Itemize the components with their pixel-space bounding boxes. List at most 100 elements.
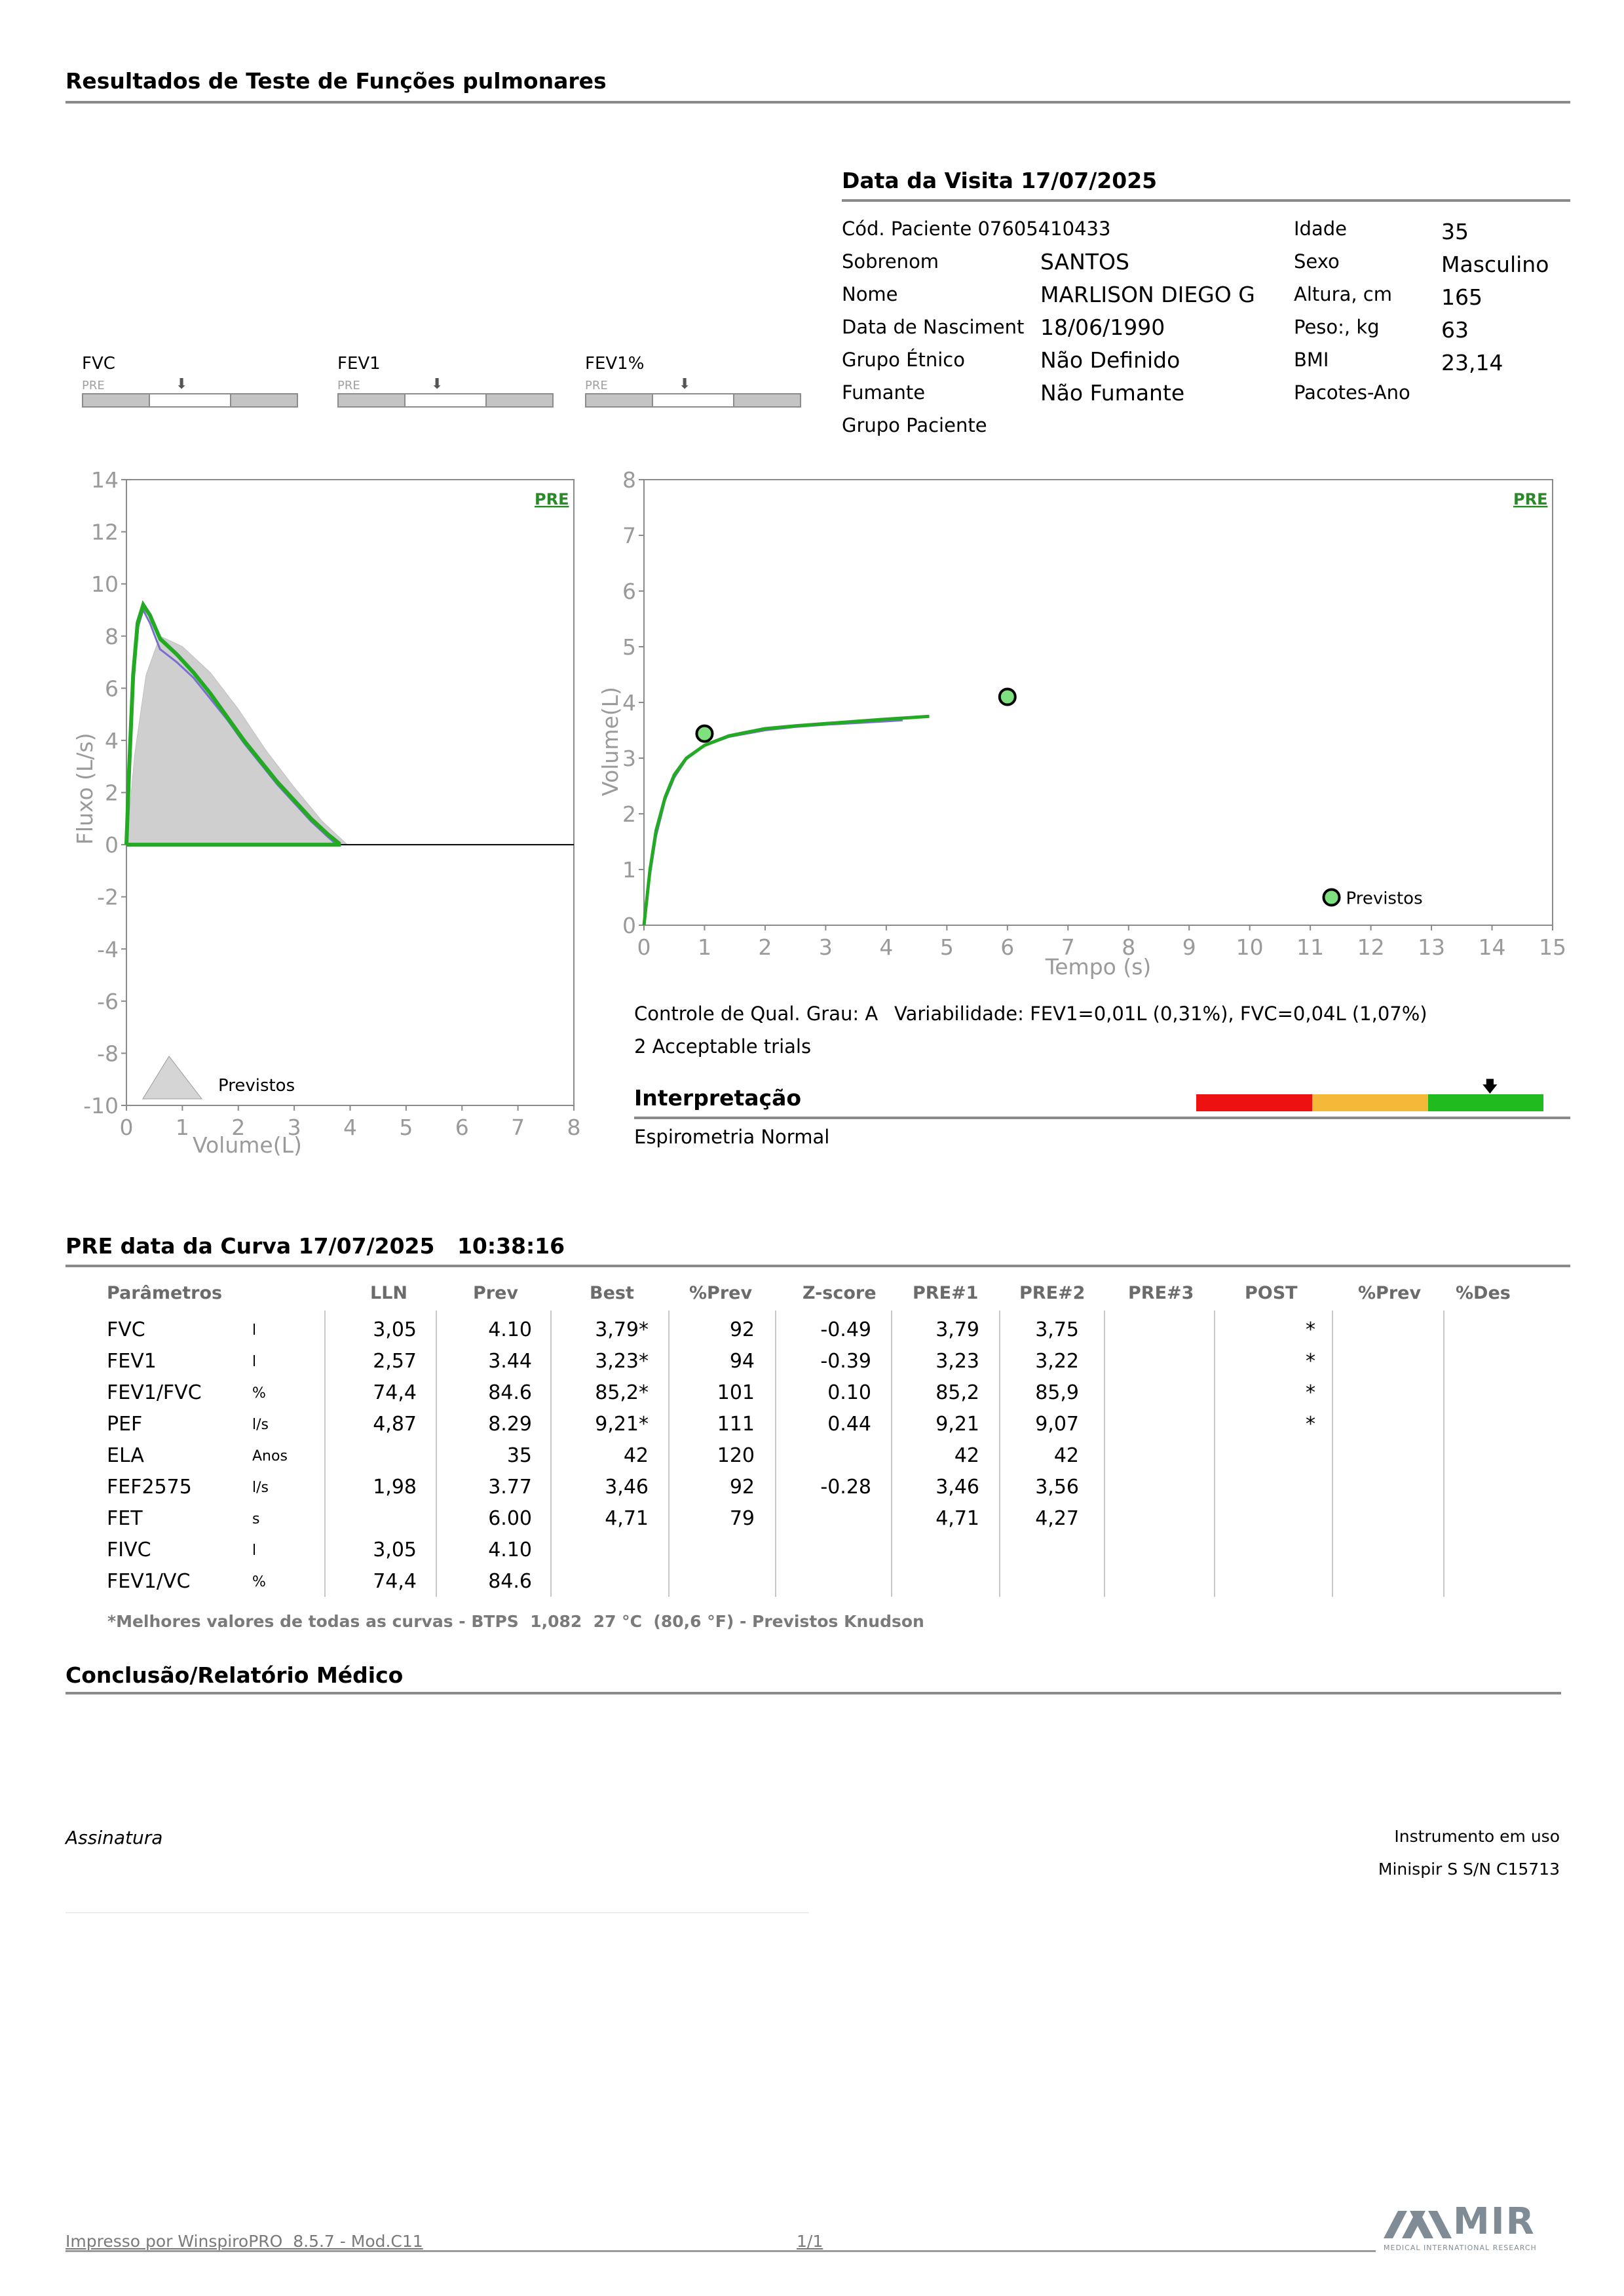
- interpretation-divider: [634, 1117, 1570, 1119]
- x-tick-label: 15: [1539, 934, 1566, 960]
- y-tick-label: 4: [622, 690, 636, 716]
- table-cell: 92: [729, 1318, 755, 1341]
- x-tick-label: 2: [758, 934, 772, 960]
- table-cell: 0.10: [827, 1381, 871, 1404]
- indicator-sub: PRE: [82, 379, 105, 392]
- table-cell: FVC: [107, 1318, 145, 1341]
- indicator-bar-normal: [652, 393, 734, 408]
- table-cell: s: [252, 1511, 260, 1527]
- indicator-bar-low: [82, 393, 150, 408]
- table-header: Best: [590, 1283, 634, 1303]
- table-cell: 3,23: [935, 1350, 979, 1373]
- table-header: Parâmetros: [107, 1283, 223, 1303]
- x-tick-label: 5: [399, 1115, 413, 1140]
- instrument-value: Minispir S S/N C15713: [1378, 1860, 1560, 1879]
- column-divider: [775, 1311, 776, 1597]
- y-tick-label: 3: [622, 746, 636, 771]
- table-cell: 3,46: [605, 1476, 649, 1499]
- column-divider: [1214, 1311, 1215, 1597]
- table-header: LLN: [370, 1283, 408, 1303]
- table-cell: *: [1306, 1350, 1315, 1373]
- y-tick-label: 2: [105, 780, 119, 806]
- table-header: PRE#2: [1019, 1283, 1086, 1303]
- grade-arrow-icon: 🡇: [1482, 1077, 1498, 1096]
- table-header: Z-score: [803, 1283, 877, 1303]
- table-cell: 3,46: [935, 1476, 979, 1499]
- y-tick-label: 2: [622, 801, 636, 827]
- table-header: POST: [1245, 1283, 1298, 1303]
- mir-logo: MIR MEDICAL INTERNATIONAL RESEARCH: [1384, 2200, 1567, 2255]
- indicator-bar-high: [485, 393, 554, 408]
- pre-tag: PRE: [1513, 490, 1547, 508]
- table-cell: 1,98: [373, 1476, 417, 1499]
- grade-bar: 🡇: [1196, 1079, 1543, 1111]
- table-cell: 84.6: [488, 1381, 532, 1404]
- column-divider: [891, 1311, 892, 1597]
- legend-swatch: [142, 1056, 203, 1100]
- table-cell: Anos: [252, 1448, 288, 1464]
- table-cell: *: [1306, 1381, 1315, 1404]
- page-title: Resultados de Teste de Funções pulmonare…: [66, 68, 607, 94]
- info-label: BMI: [1294, 349, 1329, 371]
- indicator-bar-high: [230, 393, 298, 408]
- table-cell: 4.10: [488, 1539, 532, 1561]
- x-tick-label: 10: [1236, 934, 1264, 960]
- table-cell: -0.28: [820, 1476, 871, 1499]
- table-cell: 4.10: [488, 1318, 532, 1341]
- info-label: Idade: [1294, 218, 1347, 240]
- x-axis-label: Tempo (s): [1045, 954, 1152, 980]
- legend-label: Previstos: [1346, 889, 1422, 909]
- table-cell: FEF2575: [107, 1476, 192, 1499]
- column-divider: [999, 1311, 1000, 1597]
- table-cell: 84.6: [488, 1570, 532, 1593]
- variability: Variabilidade: FEV1=0,01L (0,31%), FVC=0…: [894, 1003, 1427, 1025]
- table-cell: l/s: [252, 1480, 269, 1496]
- table-cell: 42: [623, 1444, 649, 1467]
- info-value: 35: [1441, 219, 1469, 244]
- table-cell: 0.44: [827, 1413, 871, 1436]
- x-tick-label: 1: [176, 1115, 189, 1140]
- y-tick-label: 5: [622, 634, 636, 660]
- grade-green: [1428, 1094, 1543, 1111]
- table-cell: 3,79*: [595, 1318, 649, 1341]
- plot-frame: [643, 479, 1553, 926]
- mir-logo-subtext: MEDICAL INTERNATIONAL RESEARCH: [1384, 2244, 1537, 2252]
- info-label: Altura, cm: [1294, 283, 1392, 305]
- column-divider: [1443, 1311, 1445, 1597]
- table-header: %Des: [1456, 1283, 1511, 1303]
- table-cell: FEV1/VC: [107, 1570, 191, 1593]
- mir-logo-mark-icon: [1384, 2211, 1452, 2238]
- volume-time-series: [642, 714, 930, 926]
- info-value: Masculino: [1441, 252, 1549, 277]
- table-cell: 101: [717, 1381, 755, 1404]
- pre-tag: PRE: [535, 490, 569, 508]
- table-cell: -0.39: [820, 1350, 871, 1373]
- interpretation-title: Interpretação: [634, 1085, 802, 1111]
- info-label: Grupo Paciente: [842, 414, 987, 436]
- y-tick-label: 8: [105, 624, 119, 649]
- table-cell: *: [1306, 1413, 1315, 1436]
- y-tick-label: -10: [83, 1093, 119, 1119]
- instrument-label: Instrumento em uso: [1394, 1827, 1560, 1846]
- x-tick-label: 7: [1061, 934, 1075, 960]
- info-label: Grupo Étnico: [842, 349, 965, 371]
- y-tick-label: 12: [91, 520, 119, 545]
- x-tick-label: 4: [879, 934, 893, 960]
- footer-divider: [66, 2250, 1376, 2252]
- table-cell: *: [1306, 1318, 1315, 1341]
- indicator-arrow-icon: ⬇: [176, 376, 188, 392]
- table-header: PRE#3: [1128, 1283, 1194, 1303]
- table-header: %Prev: [1358, 1283, 1422, 1303]
- indicator-bar-normal: [404, 393, 487, 408]
- table-cell: 9,21*: [595, 1413, 649, 1436]
- flow-volume-series: [124, 600, 341, 847]
- info-label: Pacotes-Ano: [1294, 381, 1410, 404]
- printed-by: Impresso por WinspiroPRO 8.5.7 - Mod.C11: [66, 2232, 423, 2251]
- table-cell: 8.29: [488, 1413, 532, 1436]
- table-cell: %: [252, 1385, 266, 1402]
- x-tick-label: 3: [819, 934, 833, 960]
- table-cell: 85,9: [1035, 1381, 1079, 1404]
- conclusion-title: Conclusão/Relatório Médico: [66, 1662, 404, 1688]
- x-tick-label: 14: [1479, 934, 1506, 960]
